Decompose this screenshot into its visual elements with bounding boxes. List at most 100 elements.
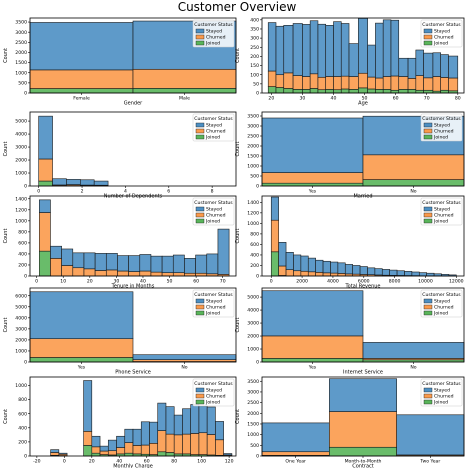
bar-churned: [308, 272, 315, 276]
y-tick-label: 2000: [15, 50, 27, 56]
bar-stayed: [286, 252, 293, 269]
bar-joined: [326, 89, 334, 93]
y-tick-label: 1500: [247, 422, 259, 428]
bar-joined: [399, 89, 408, 93]
bar-churned: [349, 77, 358, 90]
x-tick-label: 60: [393, 96, 399, 102]
bar-churned: [133, 445, 141, 453]
bar-stayed: [329, 379, 396, 412]
bar-joined: [375, 89, 383, 93]
legend-swatch-churned: [424, 129, 432, 133]
legend-label-stayed: Stayed: [206, 29, 222, 35]
bar-stayed: [133, 355, 236, 360]
x-tick-label: 20: [89, 459, 95, 465]
legend-swatch-joined: [196, 219, 204, 223]
bar-stayed: [262, 423, 329, 452]
legend-swatch-churned: [196, 129, 204, 133]
legend-label-churned: Churned: [206, 213, 226, 219]
legend-swatch-joined: [424, 219, 432, 223]
y-tick-label: 2000: [15, 338, 27, 344]
bar-stayed: [302, 24, 310, 76]
bar-joined: [271, 252, 278, 276]
bar-churned: [301, 271, 308, 276]
legend-swatch-stayed: [196, 29, 204, 33]
bar-joined: [363, 180, 464, 186]
x-axis-label: Contract: [352, 464, 374, 468]
y-tick-label: 0: [256, 360, 259, 366]
bar-churned: [276, 75, 284, 88]
bar-churned: [92, 447, 100, 453]
bar-joined: [329, 447, 396, 456]
legend-label-joined: Joined: [433, 41, 448, 47]
y-tick-label: 400: [250, 17, 259, 23]
bar-churned: [441, 77, 449, 90]
bar-stayed: [349, 44, 358, 77]
y-tick-label: 300: [250, 36, 259, 42]
y-tick-label: 150: [250, 63, 259, 69]
x-tick-label: 0: [37, 189, 40, 195]
y-tick-label: 600: [18, 240, 27, 246]
x-tick-label: 12000: [449, 279, 464, 285]
bar-joined: [39, 251, 50, 276]
bar-stayed: [262, 291, 363, 336]
legend-label-churned: Churned: [434, 213, 454, 219]
y-tick-label: 1000: [15, 70, 27, 76]
bar-churned: [424, 78, 433, 90]
legend-label-joined: Joined: [205, 400, 220, 406]
bar-stayed: [279, 242, 286, 266]
y-tick-label: 200: [18, 263, 27, 269]
y-tick-label: 1000: [15, 383, 27, 389]
x-tick-label: No: [410, 365, 416, 371]
bar-churned: [50, 258, 61, 276]
x-tick-label: Two Year: [419, 459, 440, 465]
bar-stayed: [100, 446, 108, 451]
legend-swatch-stayed: [196, 123, 204, 127]
x-tick-label: Male: [179, 96, 190, 102]
y-axis-label: Count: [235, 229, 241, 244]
x-tick-label: 10000: [418, 279, 433, 285]
y-tick-label: 0: [24, 274, 27, 280]
x-tick-label: 100: [197, 459, 206, 465]
bar-churned: [174, 435, 182, 454]
bar-churned: [330, 273, 337, 276]
bar-stayed: [441, 55, 449, 78]
x-tick-label: 2000: [296, 279, 308, 285]
legend-swatch-stayed: [424, 207, 432, 211]
legend-swatch-churned: [424, 35, 432, 39]
y-tick-label: 1400: [247, 200, 259, 206]
y-tick-label: 200: [250, 263, 259, 269]
y-axis-label: Count: [235, 318, 241, 333]
bar-stayed: [433, 53, 441, 77]
x-tick-label: 6: [167, 189, 170, 195]
y-axis-label: Count: [3, 48, 9, 63]
bar-stayed: [218, 229, 229, 274]
bar-stayed: [84, 253, 95, 269]
y-tick-label: 1000: [15, 171, 27, 177]
bar-stayed: [62, 249, 73, 266]
bar-stayed: [383, 20, 391, 77]
bar-stayed: [108, 440, 116, 451]
bar-churned: [316, 272, 323, 276]
bar-stayed: [151, 256, 162, 272]
bar-joined: [424, 90, 433, 93]
legend-label-churned: Churned: [206, 35, 226, 41]
y-tick-label: 1400: [15, 196, 27, 202]
legend-swatch-churned: [424, 305, 432, 309]
bar-stayed: [427, 273, 434, 276]
legend-swatch-stayed: [424, 29, 432, 33]
legend-swatch-churned: [196, 305, 204, 309]
x-tick-label: 70: [220, 279, 226, 285]
y-tick-label: 50: [253, 81, 259, 87]
bar-churned: [363, 155, 464, 180]
bar-churned: [141, 445, 149, 454]
y-tick-label: 1000: [247, 221, 259, 227]
legend-label-stayed: Stayed: [434, 299, 450, 305]
legend-swatch-joined: [424, 400, 432, 404]
bar-joined: [391, 90, 399, 93]
bar-joined: [262, 183, 363, 186]
legend-swatch-churned: [196, 35, 204, 39]
y-tick-label: 6000: [15, 293, 27, 299]
